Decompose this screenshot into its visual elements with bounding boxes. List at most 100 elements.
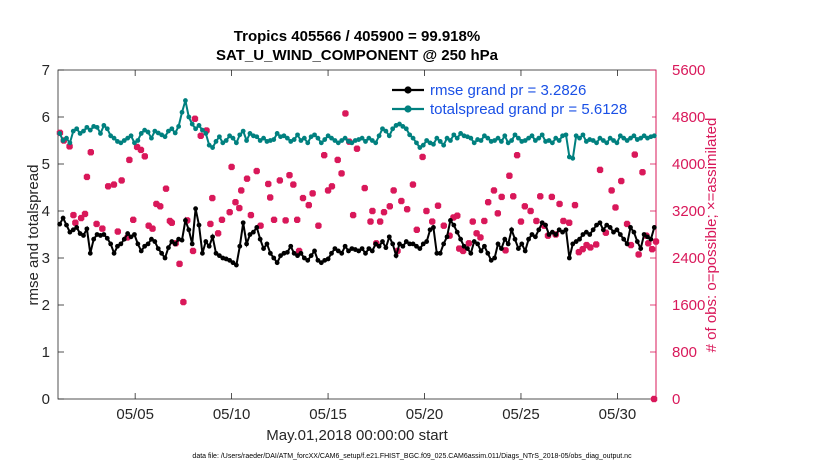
series-point-1 <box>617 133 623 139</box>
series-point-0 <box>210 234 215 240</box>
chart-title-line-1: Tropics 405566 / 405900 = 99.918% <box>234 28 480 45</box>
obs-marker <box>247 211 255 219</box>
series-point-0 <box>104 235 110 241</box>
series-point-0 <box>183 218 188 223</box>
series-point-0 <box>495 241 501 247</box>
obs-marker <box>380 208 388 216</box>
series-point-1 <box>329 135 334 141</box>
series-point-1 <box>81 128 86 134</box>
series-point-1 <box>611 138 616 143</box>
series-point-0 <box>651 225 657 230</box>
series-point-1 <box>125 135 131 141</box>
series-point-1 <box>305 140 311 146</box>
obs-marker <box>617 177 625 185</box>
series-point-0 <box>383 245 389 251</box>
series-point-1 <box>70 128 76 134</box>
series-point-0 <box>444 234 450 240</box>
series-point-0 <box>257 236 263 242</box>
obs-marker <box>484 198 492 206</box>
series-point-0 <box>115 243 120 249</box>
obs-marker <box>118 177 125 184</box>
series-point-1 <box>641 133 647 139</box>
series-point-0 <box>200 250 205 256</box>
obs-marker <box>361 184 369 192</box>
y-tick-label-left: 6 <box>42 109 50 126</box>
series-point-1 <box>590 138 596 143</box>
obs-marker <box>409 181 417 188</box>
series-point-1 <box>604 140 610 146</box>
obs-marker <box>465 239 473 247</box>
series-point-1 <box>594 140 599 146</box>
obs-marker <box>587 244 594 251</box>
series-point-0 <box>604 222 610 228</box>
series-point-1 <box>210 145 215 150</box>
series-point-1 <box>441 142 447 148</box>
series-point-0 <box>431 225 436 230</box>
series-point-0 <box>152 239 158 244</box>
series-point-0 <box>166 245 171 251</box>
series-point-0 <box>488 257 494 263</box>
x-tick-label: 05/15 <box>309 406 347 423</box>
y-tick-label-left: 7 <box>42 62 50 79</box>
series-point-1 <box>468 135 474 141</box>
series-point-1 <box>244 138 249 143</box>
series-point-1 <box>254 134 260 140</box>
series-point-0 <box>451 222 457 228</box>
series-point-0 <box>366 246 372 252</box>
obs-marker <box>324 187 332 194</box>
series-point-0 <box>376 243 382 249</box>
series-point-0 <box>403 239 409 244</box>
obs-marker <box>189 247 197 255</box>
obs-marker <box>286 171 293 179</box>
series-point-0 <box>580 232 586 237</box>
series-point-0 <box>566 255 572 261</box>
obs-marker <box>527 207 534 215</box>
series-point-0 <box>437 250 443 256</box>
series-point-0 <box>373 241 379 247</box>
obs-marker <box>386 202 394 210</box>
series-point-0 <box>420 241 426 247</box>
legend-label-1: totalspread grand pr = 5.6128 <box>430 101 627 118</box>
series-point-1 <box>624 138 630 143</box>
obs-marker <box>176 260 183 268</box>
legend-label-0: rmse grand pr = 3.2826 <box>430 82 586 99</box>
series-point-1 <box>502 133 508 139</box>
series-point-0 <box>536 227 542 233</box>
series-point-1 <box>539 132 545 138</box>
series-point-0 <box>549 229 555 235</box>
series-point-1 <box>98 131 103 136</box>
obs-marker <box>369 207 376 215</box>
series-point-0 <box>617 232 623 237</box>
obs-marker <box>623 220 631 228</box>
obs-marker <box>459 247 467 255</box>
series-point-0 <box>570 241 576 247</box>
obs-marker <box>237 187 245 194</box>
obs-marker <box>644 239 652 247</box>
obs-marker <box>502 247 509 254</box>
series-point-0 <box>400 243 406 249</box>
obs-marker <box>72 219 79 227</box>
series-point-1 <box>183 98 188 103</box>
series-point-1 <box>189 121 195 127</box>
series-point-1 <box>169 126 175 132</box>
series-point-0 <box>461 243 467 249</box>
series-point-0 <box>237 243 243 249</box>
series-point-0 <box>288 243 294 249</box>
series-point-1 <box>400 124 406 129</box>
series-point-1 <box>315 135 321 141</box>
series-point-0 <box>298 250 304 256</box>
series-point-1 <box>335 140 341 146</box>
series-point-1 <box>600 138 606 143</box>
series-point-1 <box>132 140 137 146</box>
x-tick-label: 05/30 <box>599 406 637 423</box>
series-point-1 <box>628 135 633 141</box>
obs-marker <box>305 201 313 209</box>
series-point-0 <box>295 253 300 259</box>
y-tick-label-right: 4000 <box>672 156 705 173</box>
series-point-1 <box>614 140 620 146</box>
obs-marker <box>232 198 239 206</box>
obs-marker <box>608 187 615 194</box>
series-point-1 <box>121 138 127 143</box>
series-point-0 <box>145 241 151 247</box>
obs-marker <box>328 183 336 190</box>
